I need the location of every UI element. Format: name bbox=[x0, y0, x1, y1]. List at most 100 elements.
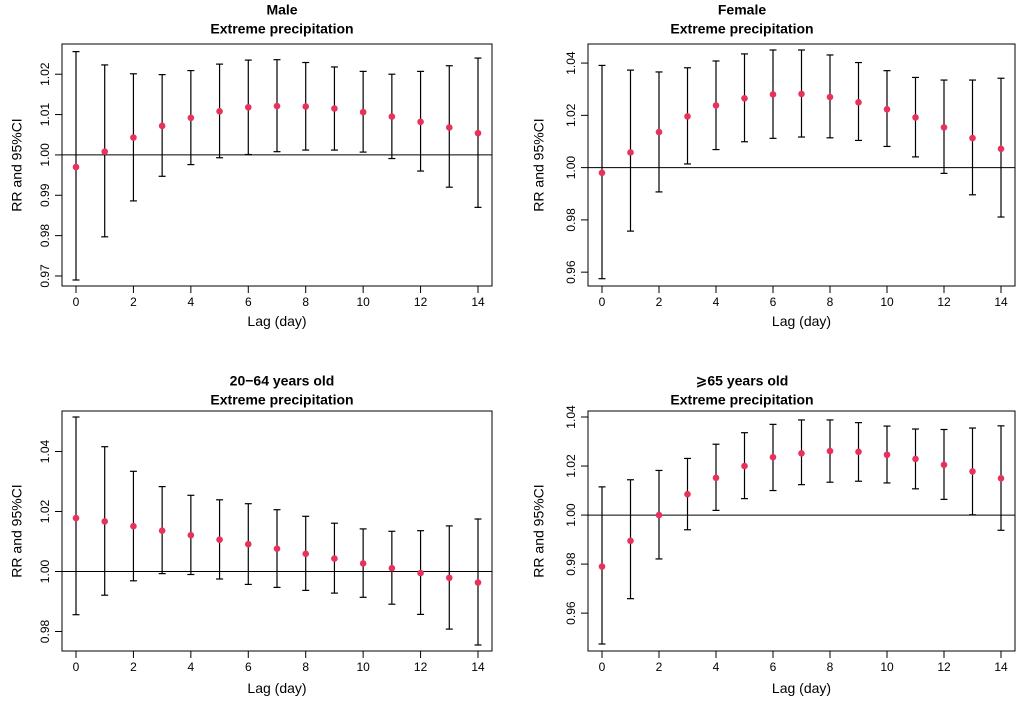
x-tick-label: 6 bbox=[245, 295, 252, 309]
rr-point bbox=[826, 447, 834, 455]
x-tick-label: 12 bbox=[414, 295, 428, 309]
x-tick-label: 2 bbox=[656, 660, 663, 674]
x-tick-label: 14 bbox=[471, 660, 485, 674]
rr-point bbox=[997, 474, 1005, 482]
x-axis-label: Lag (day) bbox=[772, 313, 831, 329]
x-tick-label: 10 bbox=[356, 660, 370, 674]
rr-point bbox=[684, 113, 691, 120]
rr-point bbox=[883, 106, 891, 113]
y-tick-label: 0.96 bbox=[564, 601, 578, 625]
panel-subtitle: Extreme precipitation bbox=[210, 21, 353, 37]
rr-point bbox=[417, 118, 424, 126]
y-axis-label: RR and 95%CI bbox=[9, 118, 25, 211]
rr-point bbox=[302, 103, 310, 110]
x-tick-label: 8 bbox=[827, 295, 834, 309]
plot-frame bbox=[61, 410, 493, 652]
rr-point bbox=[187, 114, 195, 122]
y-tick-label: 1.00 bbox=[38, 143, 52, 167]
plot-frame bbox=[587, 410, 1016, 652]
y-tick-label: 1.01 bbox=[38, 103, 52, 127]
rr-point bbox=[273, 102, 281, 110]
y-tick-label: 0.97 bbox=[38, 264, 52, 288]
y-tick-label: 0.98 bbox=[38, 619, 52, 643]
rr-point bbox=[474, 579, 482, 586]
rr-point bbox=[769, 453, 777, 461]
rr-point bbox=[388, 564, 396, 572]
x-axis-label: Lag (day) bbox=[247, 680, 306, 696]
y-tick-label: 0.98 bbox=[564, 208, 578, 232]
rr-point bbox=[158, 122, 166, 130]
rr-point bbox=[655, 128, 663, 136]
rr-point bbox=[359, 108, 367, 116]
rr-point bbox=[130, 522, 137, 530]
rr-point bbox=[244, 540, 252, 548]
rr-point bbox=[273, 545, 281, 552]
x-tick-label: 8 bbox=[827, 660, 834, 674]
y-tick-label: 1.00 bbox=[564, 503, 578, 527]
rr-point bbox=[598, 169, 606, 177]
rr-point bbox=[474, 129, 482, 137]
rr-point bbox=[359, 560, 367, 567]
rr-point bbox=[388, 113, 396, 120]
x-tick-label: 0 bbox=[599, 295, 606, 309]
rr-point bbox=[741, 462, 748, 470]
rr-point bbox=[969, 134, 976, 142]
y-tick-label: 1.04 bbox=[38, 439, 52, 463]
panel-4: ⩾65 years old Extreme precipitation 0 2 4 6 8 1… bbox=[531, 373, 1016, 696]
y-axis-label: RR and 95%CI bbox=[531, 118, 547, 211]
rr-point bbox=[158, 527, 166, 534]
rr-point bbox=[769, 91, 777, 98]
x-tick-label: 8 bbox=[302, 295, 309, 309]
x-tick-label: 4 bbox=[188, 660, 195, 674]
x-tick-label: 10 bbox=[880, 660, 894, 674]
rr-point bbox=[627, 149, 634, 156]
x-tick-label: 6 bbox=[770, 295, 777, 309]
x-axis-label: Lag (day) bbox=[247, 313, 306, 329]
x-tick-label: 4 bbox=[713, 295, 720, 309]
rr-point bbox=[331, 105, 338, 112]
rr-point bbox=[216, 108, 223, 115]
rr-point bbox=[627, 537, 634, 545]
rr-point bbox=[798, 449, 805, 457]
rr-point bbox=[655, 511, 663, 519]
rr-point bbox=[969, 468, 976, 475]
rr-point bbox=[598, 563, 606, 570]
x-tick-label: 6 bbox=[770, 660, 777, 674]
x-tick-label: 8 bbox=[302, 660, 309, 674]
panel-subtitle: Extreme precipitation bbox=[670, 392, 813, 408]
panel-1: Male Extreme precipitation 0 2 4 6 8 10 12 14 0.97… bbox=[9, 2, 493, 329]
rr-point bbox=[684, 490, 691, 498]
y-tick-label: 1.02 bbox=[564, 454, 578, 478]
x-tick-label: 12 bbox=[937, 660, 951, 674]
x-tick-label: 14 bbox=[994, 295, 1008, 309]
rr-point bbox=[302, 550, 310, 558]
y-tick-label: 1.02 bbox=[38, 62, 52, 86]
y-tick-label: 1.00 bbox=[564, 156, 578, 180]
panel-2: Female Extreme precipitation 0 2 4 6 8 10 12 14 0.… bbox=[531, 2, 1016, 329]
y-axis-label: RR and 95%CI bbox=[531, 484, 547, 577]
x-tick-label: 2 bbox=[130, 660, 137, 674]
x-tick-label: 12 bbox=[937, 295, 951, 309]
rr-point bbox=[855, 448, 862, 456]
y-tick-label: 0.98 bbox=[564, 552, 578, 576]
x-tick-label: 0 bbox=[73, 295, 80, 309]
x-tick-label: 6 bbox=[245, 660, 252, 674]
rr-point bbox=[101, 148, 109, 155]
rr-point bbox=[712, 102, 720, 109]
y-tick-label: 1.02 bbox=[564, 103, 578, 127]
rr-point bbox=[101, 518, 109, 525]
rr-point bbox=[187, 531, 195, 539]
rr-point bbox=[445, 574, 453, 582]
rr-point bbox=[417, 569, 424, 577]
rr-point bbox=[912, 455, 919, 463]
rr-point bbox=[855, 98, 862, 106]
y-tick-label: 1.02 bbox=[38, 499, 52, 523]
x-tick-label: 4 bbox=[188, 295, 195, 309]
rr-point bbox=[712, 474, 720, 482]
x-tick-label: 14 bbox=[994, 660, 1008, 674]
y-tick-label: 1.00 bbox=[38, 559, 52, 583]
y-axis-label: RR and 95%CI bbox=[9, 484, 25, 577]
rr-point bbox=[912, 114, 919, 121]
rr-point bbox=[940, 124, 948, 131]
